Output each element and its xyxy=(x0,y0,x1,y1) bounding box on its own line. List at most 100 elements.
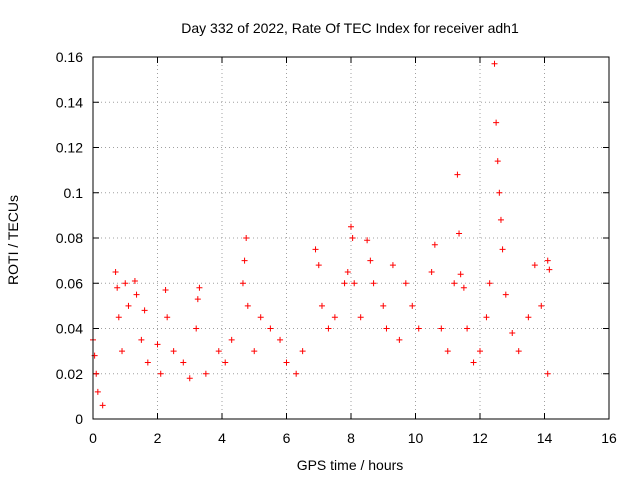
data-point xyxy=(351,280,358,287)
data-point xyxy=(544,370,551,377)
data-point xyxy=(283,359,290,366)
data-point xyxy=(112,268,119,275)
data-point xyxy=(93,370,100,377)
data-point xyxy=(456,230,463,237)
data-point xyxy=(186,375,193,382)
y-tick-label: 0 xyxy=(75,411,83,427)
x-tick-label: 12 xyxy=(472,430,488,446)
data-point xyxy=(389,262,396,269)
data-point xyxy=(494,158,501,165)
data-point xyxy=(170,348,177,355)
data-point xyxy=(241,257,248,264)
data-point xyxy=(299,348,306,355)
data-point xyxy=(515,348,522,355)
data-point xyxy=(222,359,229,366)
data-point xyxy=(144,359,151,366)
data-point xyxy=(364,237,371,244)
data-point xyxy=(202,370,209,377)
data-point xyxy=(119,348,126,355)
data-point xyxy=(325,325,332,332)
data-point xyxy=(460,284,467,291)
data-point xyxy=(499,246,506,253)
data-point xyxy=(318,302,325,309)
y-tick-label: 0.06 xyxy=(56,275,83,291)
data-point xyxy=(293,370,300,377)
x-tick-label: 4 xyxy=(218,430,226,446)
data-point xyxy=(380,302,387,309)
data-point xyxy=(196,284,203,291)
data-point xyxy=(277,336,284,343)
data-point xyxy=(122,280,129,287)
data-point xyxy=(491,60,498,67)
data-point xyxy=(383,325,390,332)
data-point xyxy=(538,302,545,309)
data-point xyxy=(483,314,490,321)
data-point xyxy=(138,336,145,343)
x-tick-label: 0 xyxy=(89,430,97,446)
data-point xyxy=(451,280,458,287)
data-point xyxy=(239,280,246,287)
data-point xyxy=(349,235,356,241)
data-point xyxy=(496,189,503,196)
data-point xyxy=(99,402,106,409)
data-point xyxy=(331,314,338,321)
data-point xyxy=(94,388,101,395)
data-point xyxy=(428,268,435,275)
data-points xyxy=(90,60,553,409)
data-point xyxy=(114,284,121,291)
data-point xyxy=(457,271,464,278)
data-point xyxy=(194,296,201,303)
data-point xyxy=(243,235,250,241)
data-point xyxy=(244,302,251,309)
data-point xyxy=(477,348,483,355)
data-point xyxy=(454,171,461,178)
data-point xyxy=(162,287,169,294)
data-point xyxy=(154,341,161,348)
data-point xyxy=(531,262,538,269)
x-tick-label: 8 xyxy=(347,430,355,446)
data-point xyxy=(115,314,122,321)
x-axis-label: GPS time / hours xyxy=(297,457,404,473)
data-point xyxy=(544,257,551,264)
data-point xyxy=(312,246,319,253)
data-point xyxy=(509,330,516,337)
data-point xyxy=(431,241,438,248)
x-tick-label: 6 xyxy=(283,430,291,446)
y-tick-label: 0.02 xyxy=(56,366,83,382)
data-point xyxy=(370,280,377,287)
data-point xyxy=(493,119,500,126)
data-point xyxy=(402,280,409,287)
y-tick-label: 0.14 xyxy=(56,94,83,110)
y-tick-label: 0.1 xyxy=(64,185,84,201)
data-point xyxy=(341,280,348,287)
data-point xyxy=(141,307,148,314)
plot-frame xyxy=(92,56,610,420)
data-point xyxy=(546,266,553,273)
data-point xyxy=(344,268,351,275)
y-tick-label: 0.16 xyxy=(56,49,83,65)
data-point xyxy=(415,325,422,332)
x-tick-label: 2 xyxy=(154,430,162,446)
y-tick-label: 0.04 xyxy=(56,321,83,337)
data-point xyxy=(251,348,258,355)
data-point xyxy=(348,223,354,230)
data-point xyxy=(228,336,235,343)
data-point xyxy=(315,262,322,269)
y-tick-label: 0.12 xyxy=(56,140,83,156)
data-point xyxy=(409,302,416,309)
data-point xyxy=(215,348,222,355)
data-point xyxy=(257,314,264,321)
data-point xyxy=(357,314,364,321)
data-point xyxy=(470,359,477,366)
data-point xyxy=(396,336,403,343)
data-point xyxy=(125,302,132,309)
data-point xyxy=(180,359,187,366)
data-point xyxy=(444,348,451,355)
data-point xyxy=(438,325,445,332)
data-point xyxy=(193,325,200,332)
data-point xyxy=(497,216,504,223)
data-point xyxy=(367,257,374,264)
y-axis-label: ROTI / TECUs xyxy=(5,195,21,285)
data-point xyxy=(133,291,140,298)
